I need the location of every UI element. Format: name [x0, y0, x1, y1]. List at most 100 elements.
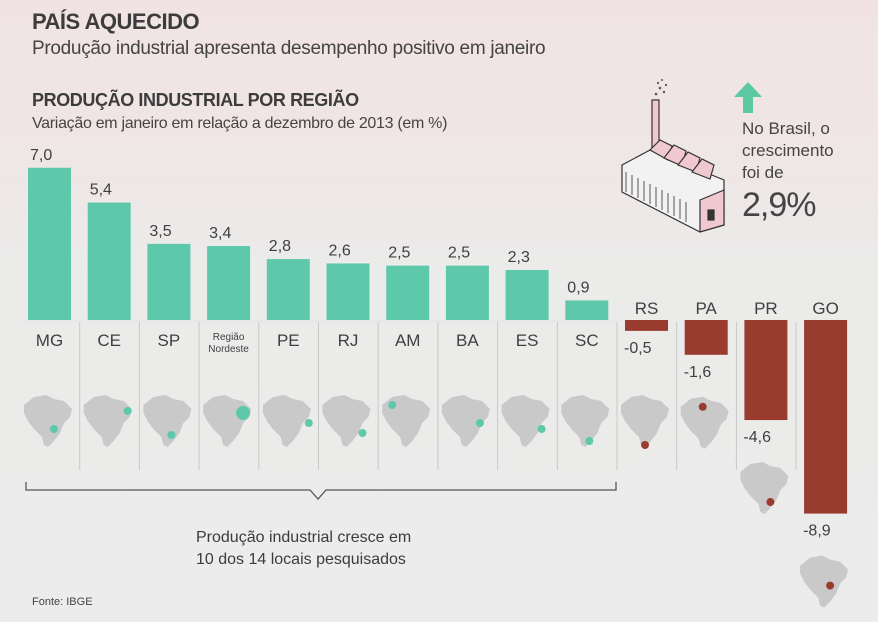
brazil-map-icon — [501, 395, 550, 447]
map-highlight — [826, 581, 835, 590]
value-label: 2,8 — [269, 238, 291, 255]
map-shape — [800, 555, 849, 608]
brazil-growth-value: 2,9% — [742, 186, 816, 224]
brazil-map-icon — [680, 396, 729, 449]
map-highlight — [388, 401, 397, 409]
note-line: No Brasil, o — [742, 119, 830, 138]
value-label: -0,5 — [624, 340, 652, 357]
category-label: MG — [36, 331, 63, 350]
map-shape — [680, 396, 729, 449]
map-shape — [621, 395, 669, 447]
column-separators — [22, 320, 797, 470]
map-highlight — [766, 498, 775, 507]
value-label: -1,6 — [684, 364, 712, 381]
note-line: crescimento — [742, 141, 834, 160]
chart-subtitle: Variação em janeiro em relação a dezembr… — [32, 115, 448, 132]
bar-sp — [147, 243, 191, 320]
category-label: PE — [277, 331, 300, 350]
brazil-map-icon — [143, 395, 192, 447]
value-label: -8,9 — [803, 523, 831, 540]
category-label: BA — [456, 331, 479, 350]
map-highlight — [475, 419, 484, 427]
category-label: ES — [516, 331, 539, 350]
chart-title: PRODUÇÃO INDUSTRIAL POR REGIÃO — [32, 90, 359, 110]
brazil-map-icon — [561, 395, 610, 447]
labels: 7,0 MG 5,4 CE 3,5 SP 3,4 Região Nordeste 2,8 PE 2,6… — [30, 147, 839, 540]
bar-ba — [445, 265, 489, 320]
category-label: RS — [635, 299, 659, 318]
category-label: GO — [812, 299, 838, 318]
map-shape — [262, 395, 311, 447]
map-shape — [561, 395, 610, 447]
source-note: Fonte: IBGE — [32, 596, 93, 608]
bar-região-nordeste — [207, 246, 251, 320]
map-shape — [740, 462, 789, 515]
category-label: AM — [395, 331, 421, 350]
map-shape — [501, 395, 550, 447]
map-highlight — [304, 419, 313, 427]
brazil-map-icon — [24, 395, 72, 447]
map-shape — [24, 395, 72, 447]
bar-rs — [625, 320, 668, 331]
map-highlight — [641, 441, 649, 449]
category-label: PA — [695, 299, 717, 318]
bar-pa — [684, 320, 728, 355]
value-label: 2,5 — [448, 245, 470, 262]
brazil-map-icon — [83, 395, 132, 447]
map-shape — [83, 395, 132, 447]
map-highlight — [585, 437, 594, 445]
map-shape — [203, 395, 252, 447]
brazil-map-icon — [322, 395, 371, 447]
page-title: PAÍS AQUECIDO — [32, 9, 200, 34]
bar-sc — [565, 300, 609, 320]
bar-mg — [28, 167, 71, 320]
footnote-line: 10 dos 14 locais pesquisados — [196, 551, 406, 568]
value-label: 5,4 — [90, 182, 112, 199]
brazil-map-icon — [382, 395, 431, 447]
value-label: 2,6 — [329, 242, 351, 259]
map-highlight — [358, 429, 367, 437]
factory-icon — [621, 79, 725, 233]
bracket — [25, 482, 617, 500]
map-shape — [441, 395, 490, 447]
note-line: foi de — [742, 163, 784, 182]
map-shape — [322, 395, 371, 447]
brazil-map-icon — [740, 462, 789, 515]
value-label: 2,3 — [508, 249, 530, 266]
bar-go — [804, 320, 848, 514]
category-label: SC — [575, 331, 599, 350]
footnote: Produção industrial cresce em 10 dos 14 … — [196, 527, 411, 571]
bar-pe — [266, 259, 310, 320]
value-label: 7,0 — [30, 147, 52, 164]
value-label: 3,5 — [149, 223, 171, 240]
category-label: PR — [754, 299, 778, 318]
map-highlight — [123, 407, 132, 415]
brazil-map-icon — [262, 395, 313, 447]
brazil-map-icon — [800, 555, 849, 608]
category-label: SP — [158, 331, 181, 350]
value-label: 2,5 — [388, 245, 410, 262]
bar-es — [505, 269, 549, 320]
value-label: 3,4 — [209, 225, 231, 242]
brazil-map-icon — [621, 395, 669, 449]
brazil-growth-note: No Brasil, o crescimento foi de — [742, 118, 834, 184]
category-label: Região Nordeste — [208, 332, 249, 355]
category-label: RJ — [338, 331, 359, 350]
map-highlight — [698, 402, 707, 411]
page-subtitle: Produção industrial apresenta desempenho… — [32, 38, 546, 59]
bars — [28, 167, 848, 514]
bar-pr — [744, 320, 788, 421]
brazil-map-icon — [441, 395, 490, 447]
bar-am — [386, 265, 430, 320]
bar-rj — [326, 263, 370, 320]
map-shape — [143, 395, 192, 447]
category-label: CE — [97, 331, 121, 350]
map-highlight — [236, 406, 251, 420]
footnote-line: Produção industrial cresce em — [196, 529, 412, 546]
value-label: -4,6 — [743, 429, 771, 446]
map-highlight — [167, 431, 176, 439]
brazil-map-icon — [203, 395, 252, 447]
map-highlight — [537, 425, 546, 433]
bar-ce — [87, 202, 131, 320]
